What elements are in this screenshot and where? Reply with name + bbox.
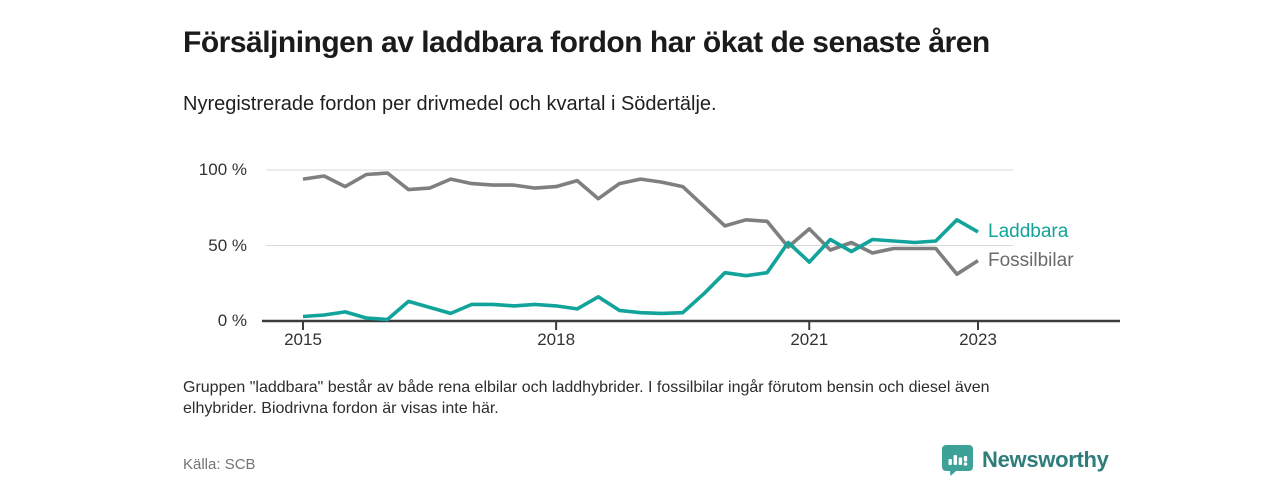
newsworthy-wordmark: Newsworthy	[982, 447, 1109, 472]
chart-subtitle: Nyregistrerade fordon per drivmedel och …	[183, 93, 717, 115]
y-axis-tick-label-50: 50 %	[208, 235, 247, 255]
legend-label-laddbara: Laddbara	[988, 220, 1069, 242]
x-axis-tick-label-2021: 2021	[790, 330, 829, 349]
y-axis-tick-label-100: 100 %	[198, 160, 247, 179]
y-axis-tick-label-0: 0 %	[217, 311, 247, 330]
x-axis-tick-label-2015: 2015	[284, 330, 322, 349]
chart-footnote: Gruppen "laddbara" består av både rena e…	[183, 379, 990, 417]
newsworthy-logo-icon	[941, 444, 974, 476]
legend-label-fossilbilar: Fossilbilar	[988, 249, 1074, 271]
line-chart: 100 % 50 % 0 % 2015 2018 2021 2023 Laddbara Foss…	[180, 150, 1120, 365]
laddbara-line	[302, 218, 979, 322]
x-axis-tick-label-2023: 2023	[959, 330, 997, 349]
source-label: Källa: SCB	[183, 456, 256, 473]
chart-svg	[262, 169, 1120, 330]
x-axis-tick-label-2018: 2018	[537, 330, 576, 349]
page-title: Försäljningen av laddbara fordon har öka…	[183, 26, 990, 60]
fossilbilar-line	[302, 171, 979, 276]
newsworthy-branding: Newsworthy	[941, 444, 1109, 476]
